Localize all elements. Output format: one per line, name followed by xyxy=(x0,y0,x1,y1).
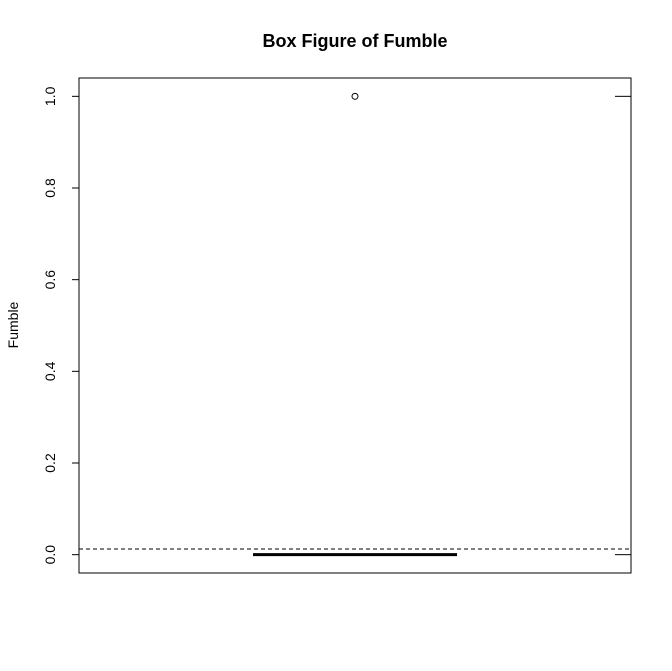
y-tick-label: 1.0 xyxy=(42,86,58,106)
plot-frame xyxy=(78,77,632,574)
y-axis-label: Fumble xyxy=(5,301,21,348)
y-tick-label: 0.0 xyxy=(42,545,58,565)
right-ticks xyxy=(615,95,631,556)
chart-title: Box Figure of Fumble xyxy=(262,31,447,51)
y-tick-label: 0.8 xyxy=(42,178,58,198)
y-tick-label: 0.6 xyxy=(42,270,58,290)
outlier-points xyxy=(351,92,359,100)
y-tick-label: 0.2 xyxy=(42,453,58,473)
y-tick-label: 0.4 xyxy=(42,361,58,381)
outlier-point xyxy=(351,92,359,100)
y-axis-ticks: 0.0 0.2 0.4 0.6 0.8 1.0 xyxy=(42,86,79,564)
